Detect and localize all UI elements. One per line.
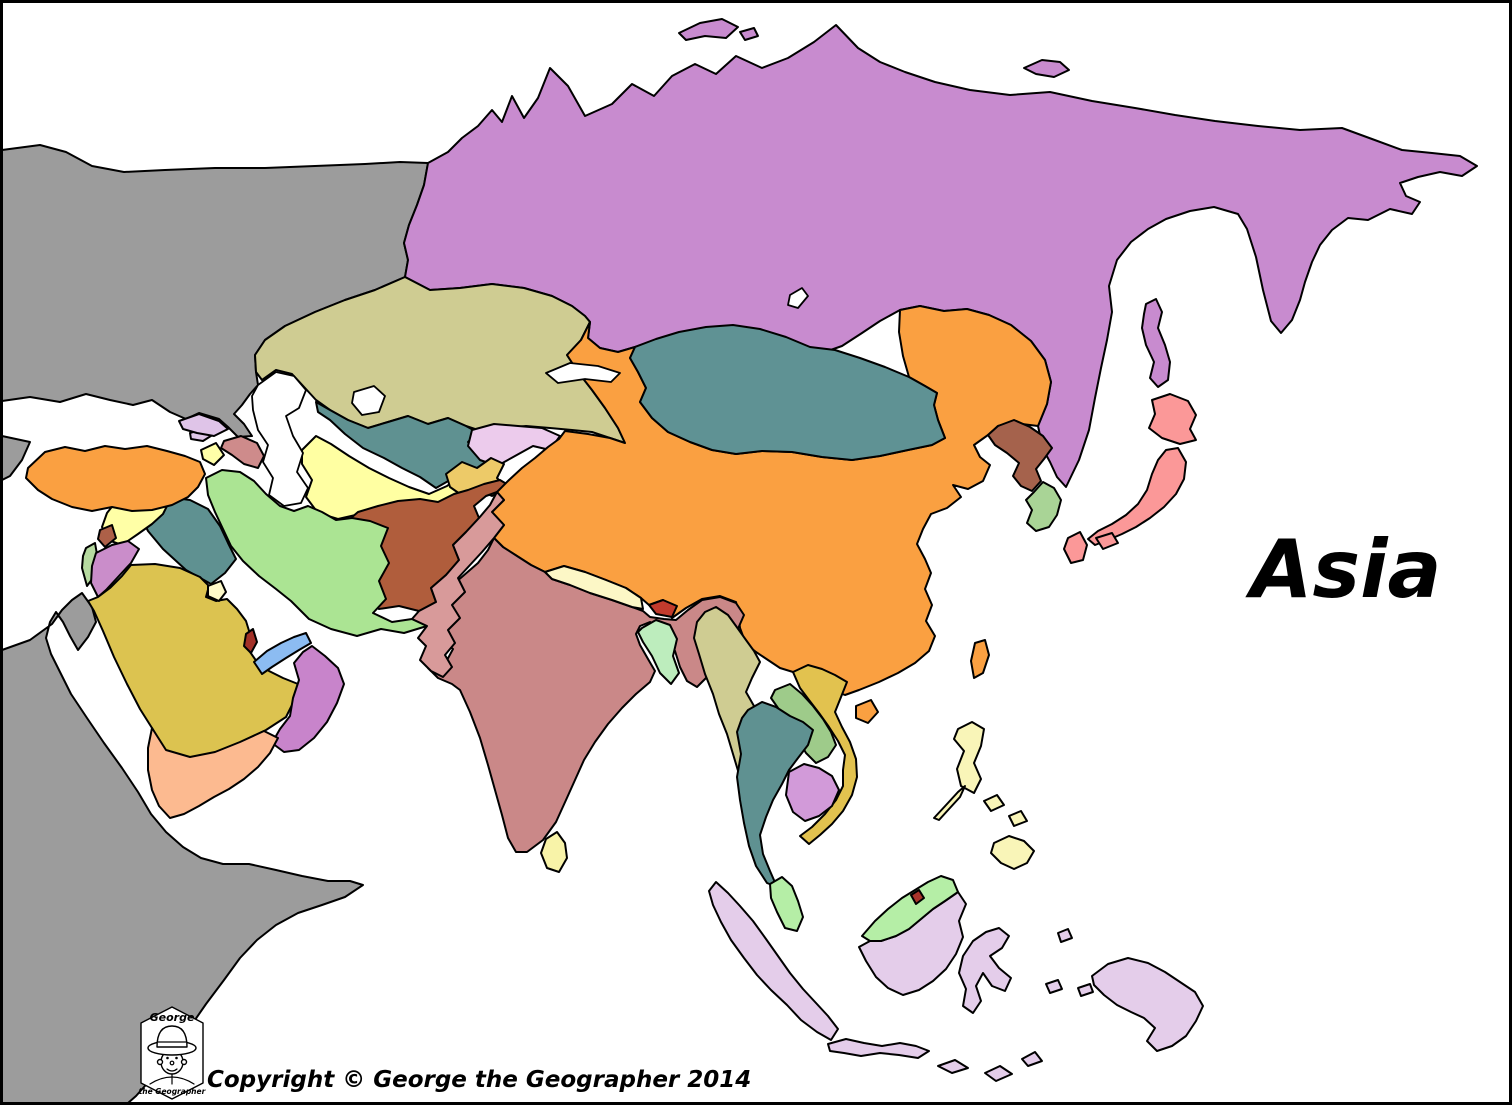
country-bangladesh [637,619,680,685]
country-israel [81,542,99,587]
country-vietnam [792,664,858,845]
country-turkey [25,445,206,512]
country-malaysia-borneo [861,875,959,942]
country-indonesia-sunda-a [937,1059,969,1074]
country-japan-hokkaido [1148,393,1197,445]
country-pakistan [411,491,505,678]
aral-sea [351,385,386,416]
country-russia-island-newsiberian [1023,59,1070,78]
country-oman [271,645,345,753]
country-russia-sakhalin [1141,298,1171,388]
country-sri-lanka [540,831,568,873]
copyright-text: Copyright © George the Geographer 2014 [207,1067,751,1093]
logo-ear-left-icon [156,1058,164,1066]
country-japan-kyushu [1063,531,1088,564]
country-lebanon [97,524,117,548]
country-azerbaijan [220,435,265,469]
country-jordan [90,540,140,598]
logo-ear-right-icon [180,1058,188,1066]
country-philippines-palawan [933,785,966,821]
country-north-korea [987,419,1053,492]
caspian-sea [251,371,309,507]
logo-text-bottom: the Geographer [139,1087,207,1096]
country-iran [205,469,428,637]
country-south-korea [1025,481,1062,532]
country-bhutan [648,599,678,618]
country-philippines-visayas-b [1008,810,1028,827]
country-saudi-arabia [87,563,299,759]
country-china-hainan [855,699,879,724]
country-indonesia-moluccas-b [1077,983,1094,997]
country-nepal [544,565,644,610]
logo-eye-right-icon [175,1056,178,1060]
country-indonesia-sunda-b [984,1065,1013,1082]
country-indonesia-java [827,1038,930,1059]
country-uae [253,632,312,675]
country-thailand [736,701,814,888]
country-indonesia-sumatra [708,881,839,1041]
country-indonesia-halmahera [1057,928,1073,943]
landmass-africa [1,592,364,1104]
country-russia-island-severnaya [739,27,759,41]
logo-nose-icon [169,1060,175,1066]
country-mongolia [629,324,946,461]
country-iraq [140,496,237,585]
country-philippines-luzon [953,721,985,794]
country-indonesia-papua [1091,957,1204,1052]
logo-eye-left-icon [166,1056,169,1060]
country-indonesia-sulawesi [958,927,1012,1014]
country-brunei [910,889,925,905]
country-japan-shikoku [1095,532,1119,550]
logo-text-top: George [150,1011,195,1024]
country-armenia [200,442,225,466]
logo-badge: George the Geographer [139,1006,207,1100]
lake-baikal [787,287,809,309]
country-kyrgyzstan [467,423,561,467]
country-yemen [147,727,279,819]
lake-balkhash [545,362,621,384]
country-philippines-visayas-a [983,794,1005,812]
country-indonesia-moluccas-a [1045,979,1063,994]
country-indonesia-timor [1021,1051,1043,1067]
country-qatar [243,628,258,654]
map-title: Asia [1245,523,1442,616]
country-philippines-mindanao [990,835,1035,870]
country-kuwait [207,580,227,602]
country-georgia [178,413,229,437]
country-russia-island-novaya [678,18,739,41]
country-taiwan [970,639,990,679]
logo-mouth-icon [166,1068,178,1072]
country-cambodia [785,763,840,822]
country-malaysia-peninsula [769,876,804,932]
